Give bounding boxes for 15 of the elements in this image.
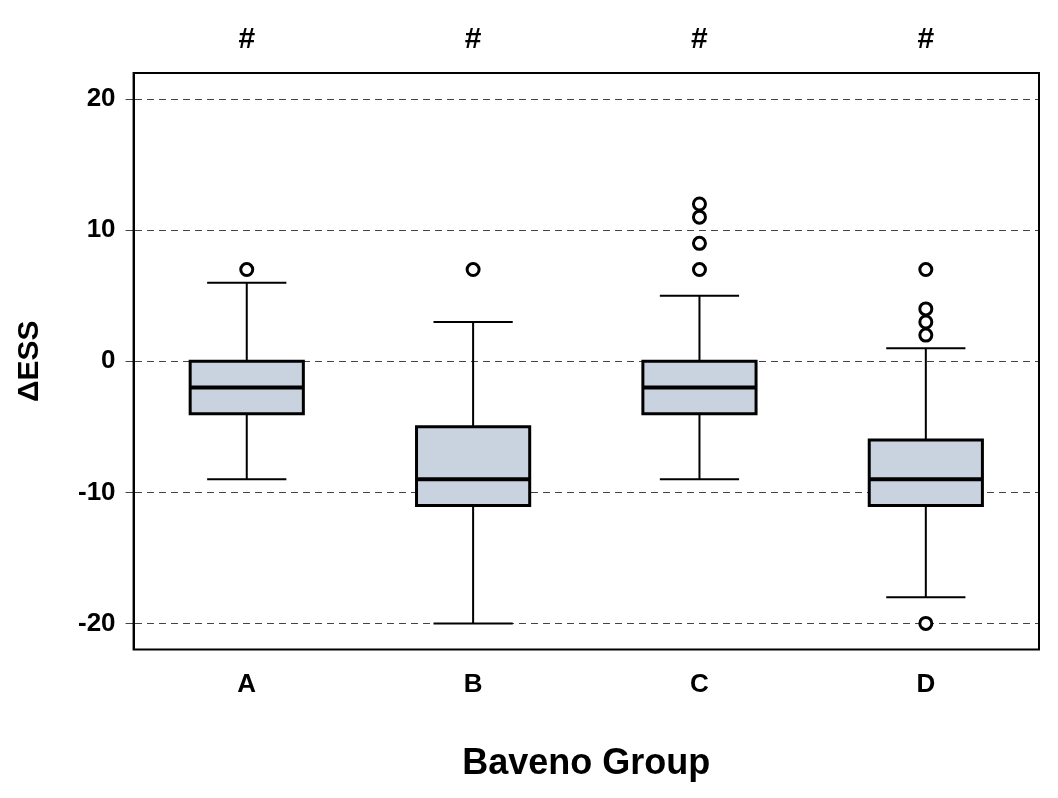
x-tick-label: B [463,668,483,699]
x-tick-label: D [916,668,936,699]
text: # [917,21,935,55]
text: # [238,21,256,55]
y-tick-label: -10 [78,475,116,506]
x-axis-title: Baveno Group [462,741,711,783]
text: # [464,21,482,55]
x-tick-label: C [690,668,710,699]
x-tick-label: A [237,668,257,699]
y-tick-label: 20 [86,82,116,113]
y-tick-label: 10 [86,213,116,244]
text: # [691,21,709,55]
y-axis-title: ΔESS [11,320,45,403]
y-tick-label: -20 [78,606,116,637]
y-tick-label: 0 [101,344,116,375]
